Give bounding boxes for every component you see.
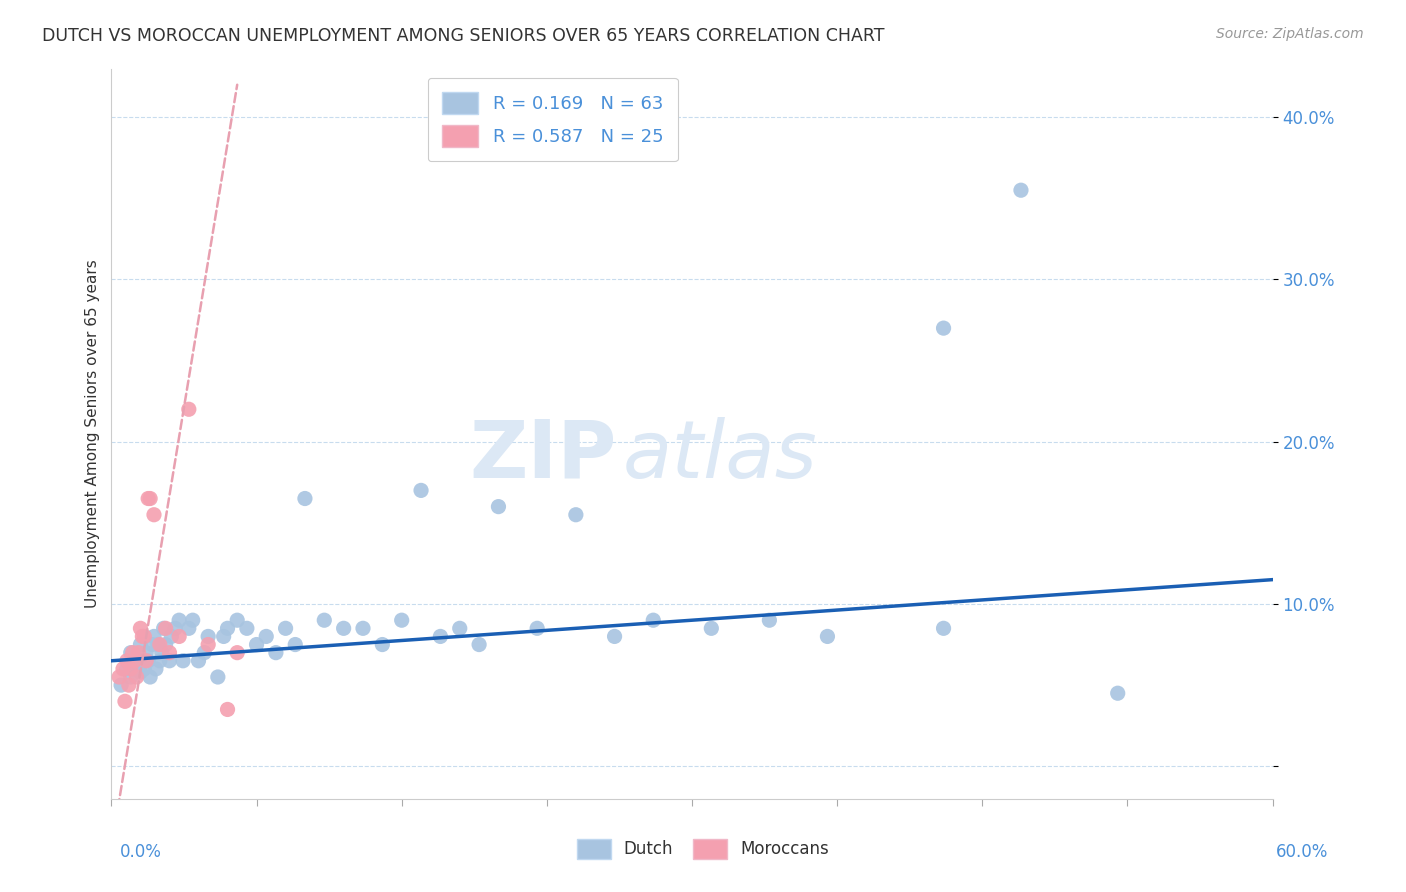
Point	[155, 638, 177, 652]
Point	[159, 646, 181, 660]
Text: 0.0%: 0.0%	[120, 843, 162, 861]
Point	[488, 500, 510, 514]
Point	[197, 629, 219, 643]
Point	[128, 646, 150, 660]
Point	[207, 670, 229, 684]
Point	[197, 638, 219, 652]
Point	[115, 662, 138, 676]
Text: ZIP: ZIP	[470, 417, 616, 494]
Point	[391, 613, 413, 627]
Point	[129, 665, 152, 680]
Text: DUTCH VS MOROCCAN UNEMPLOYMENT AMONG SENIORS OVER 65 YEARS CORRELATION CHART: DUTCH VS MOROCCAN UNEMPLOYMENT AMONG SEN…	[42, 27, 884, 45]
Point	[932, 321, 955, 335]
Point	[120, 670, 142, 684]
Point	[165, 621, 187, 635]
Point	[468, 638, 491, 652]
Point	[121, 646, 143, 660]
Point	[932, 621, 955, 635]
Point	[118, 678, 141, 692]
Point	[294, 491, 316, 506]
Point	[429, 629, 451, 643]
Point	[700, 621, 723, 635]
Point	[332, 621, 354, 635]
Point	[108, 670, 131, 684]
Point	[172, 654, 194, 668]
Point	[141, 638, 163, 652]
Point	[226, 613, 249, 627]
Legend: Dutch, Moroccans: Dutch, Moroccans	[571, 832, 835, 866]
Point	[254, 629, 277, 643]
Point	[160, 629, 183, 643]
Point	[1010, 183, 1032, 197]
Point	[145, 662, 167, 676]
Point	[143, 629, 166, 643]
Point	[125, 662, 148, 676]
Point	[136, 491, 159, 506]
Point	[131, 654, 153, 668]
Point	[139, 491, 162, 506]
Point	[143, 508, 166, 522]
Point	[134, 662, 156, 676]
Point	[129, 621, 152, 635]
Point	[159, 654, 181, 668]
Point	[139, 670, 162, 684]
Point	[129, 638, 152, 652]
Point	[217, 621, 239, 635]
Point	[152, 621, 174, 635]
Text: Source: ZipAtlas.com: Source: ZipAtlas.com	[1216, 27, 1364, 41]
Text: atlas: atlas	[623, 417, 817, 494]
Point	[274, 621, 297, 635]
Point	[565, 508, 588, 522]
Point	[314, 613, 336, 627]
Point	[264, 646, 287, 660]
Point	[603, 629, 626, 643]
Point	[193, 646, 215, 660]
Point	[124, 654, 146, 668]
Point	[150, 646, 173, 660]
Point	[134, 629, 156, 643]
Point	[371, 638, 394, 652]
Point	[167, 629, 190, 643]
Y-axis label: Unemployment Among Seniors over 65 years: Unemployment Among Seniors over 65 years	[86, 260, 100, 608]
Point	[177, 402, 200, 417]
Point	[135, 646, 157, 660]
Point	[136, 654, 159, 668]
Text: 60.0%: 60.0%	[1277, 843, 1329, 861]
Point	[409, 483, 432, 498]
Point	[146, 638, 169, 652]
Point	[111, 662, 134, 676]
Point	[526, 621, 548, 635]
Point	[1107, 686, 1129, 700]
Point	[167, 613, 190, 627]
Point	[284, 638, 307, 652]
Point	[212, 629, 235, 643]
Point	[110, 678, 132, 692]
Point	[135, 654, 157, 668]
Point	[245, 638, 267, 652]
Point	[217, 702, 239, 716]
Point	[181, 613, 204, 627]
Point	[155, 621, 177, 635]
Point	[124, 654, 146, 668]
Legend: R = 0.169   N = 63, R = 0.587   N = 25: R = 0.169 N = 63, R = 0.587 N = 25	[427, 78, 678, 161]
Point	[115, 654, 138, 668]
Point	[149, 638, 172, 652]
Point	[449, 621, 471, 635]
Point	[120, 662, 142, 676]
Point	[226, 646, 249, 660]
Point	[643, 613, 665, 627]
Point	[177, 621, 200, 635]
Point	[149, 654, 172, 668]
Point	[817, 629, 839, 643]
Point	[131, 629, 153, 643]
Point	[758, 613, 780, 627]
Point	[125, 670, 148, 684]
Point	[236, 621, 259, 635]
Point	[114, 694, 136, 708]
Point	[352, 621, 374, 635]
Point	[187, 654, 209, 668]
Point	[120, 646, 142, 660]
